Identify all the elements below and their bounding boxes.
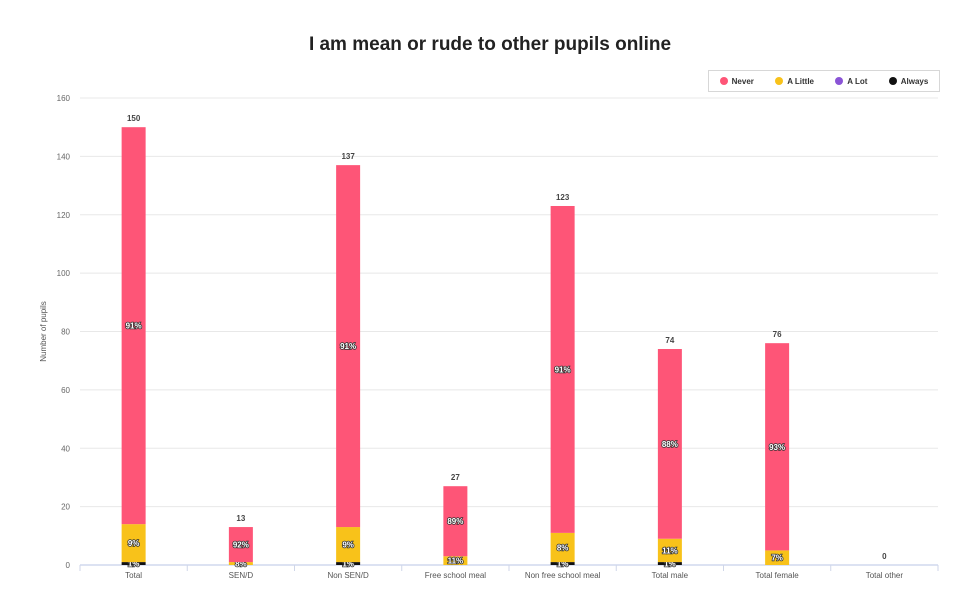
total-label-1: 13 xyxy=(236,514,245,523)
legend-item-always[interactable]: Always xyxy=(888,76,929,86)
data-label-a-little-2: 9% xyxy=(342,541,354,550)
bar-a-little-5 xyxy=(657,538,682,563)
legend-dot-a-little-icon xyxy=(775,77,784,85)
data-label-never-3: 89% xyxy=(447,517,463,526)
data-label-a-little-4: 8% xyxy=(557,543,569,552)
bar-always-5 xyxy=(657,562,682,565)
data-label-a-little-0: 9% xyxy=(128,539,140,548)
data-label-never-5: 88% xyxy=(662,440,678,449)
bar-a-little-0 xyxy=(121,524,146,563)
bar-a-little-2 xyxy=(336,527,361,563)
total-label-2: 137 xyxy=(341,152,355,161)
data-label-never-1: 92% xyxy=(233,541,249,550)
legend-item-never[interactable]: Never xyxy=(719,76,754,86)
y-tick-label-40: 40 xyxy=(61,444,70,453)
legend-dot-always-icon xyxy=(888,77,897,85)
data-label-never-0: 91% xyxy=(126,322,142,331)
total-label-0: 150 xyxy=(127,114,141,123)
x-tick-label-4: Non free school meal xyxy=(525,571,601,580)
chart-title: I am mean or rude to other pupils online xyxy=(308,34,672,55)
total-label-7: 0 xyxy=(882,552,887,561)
y-tick-label-80: 80 xyxy=(61,328,70,337)
bar-never-2 xyxy=(336,165,361,528)
legend-dot-never-icon xyxy=(719,77,728,85)
data-label-a-little-6: 7% xyxy=(771,554,783,563)
bar-always-2 xyxy=(336,562,361,565)
bar-a-little-4 xyxy=(550,532,575,563)
y-tick-label-20: 20 xyxy=(61,503,70,512)
y-tick-label-160: 160 xyxy=(57,94,71,103)
data-label-always-2: 1% xyxy=(342,560,354,569)
legend-label-always: Always xyxy=(900,76,929,86)
data-label-never-4: 91% xyxy=(555,365,571,374)
y-tick-label-60: 60 xyxy=(61,386,70,395)
legend-item-a-little[interactable]: A Little xyxy=(775,77,814,86)
data-label-never-6: 93% xyxy=(769,443,785,452)
legend-label-a-little: A Little xyxy=(787,76,814,86)
x-tick-label-7: Total other xyxy=(866,571,904,580)
total-label-4: 123 xyxy=(556,193,570,202)
bar-never-1 xyxy=(228,527,253,563)
x-tick-label-6: Total female xyxy=(756,571,800,580)
bar-never-3 xyxy=(443,486,468,557)
data-label-a-little-3: 11% xyxy=(448,557,464,566)
x-tick-label-5: Total male xyxy=(652,571,689,580)
bar-always-4 xyxy=(550,562,575,565)
bar-always-0 xyxy=(121,562,146,565)
y-tick-label-100: 100 xyxy=(57,269,71,278)
x-tick-label-3: Free school meal xyxy=(425,571,487,580)
bar-never-4 xyxy=(550,205,575,533)
y-tick-label-140: 140 xyxy=(57,152,71,161)
legend-label-never: Never xyxy=(731,76,754,86)
data-label-never-2: 91% xyxy=(340,342,356,351)
legend: Never A Little A Lot Always xyxy=(708,70,940,92)
legend-item-a-lot[interactable]: A Lot xyxy=(835,77,867,86)
bar-never-5 xyxy=(657,349,682,539)
x-tick-label-2: Non SEN/D xyxy=(327,571,369,580)
y-axis-title: Number of pupils xyxy=(39,301,48,361)
data-label-always-5: 1% xyxy=(664,560,676,569)
data-label-always-4: 1% xyxy=(557,560,569,569)
data-label-a-little-1: 8% xyxy=(235,560,247,569)
y-tick-label-120: 120 xyxy=(57,211,71,220)
total-label-6: 76 xyxy=(773,330,782,339)
bar-a-little-1 xyxy=(228,562,253,565)
x-tick-label-1: SEN/D xyxy=(229,571,254,580)
total-label-3: 27 xyxy=(451,473,460,482)
legend-dot-a-lot-icon xyxy=(835,77,844,85)
bar-a-little-6 xyxy=(765,550,790,565)
y-tick-label-0: 0 xyxy=(66,561,71,570)
legend-label-a-lot: A Lot xyxy=(847,76,868,86)
bar-never-0 xyxy=(121,127,146,525)
data-label-a-little-5: 11% xyxy=(662,546,678,555)
total-label-5: 74 xyxy=(665,336,674,345)
bar-never-6 xyxy=(765,343,790,551)
data-label-always-0: 1% xyxy=(128,560,140,569)
x-tick-label-0: Total xyxy=(125,571,142,580)
bar-a-little-3 xyxy=(443,556,468,565)
